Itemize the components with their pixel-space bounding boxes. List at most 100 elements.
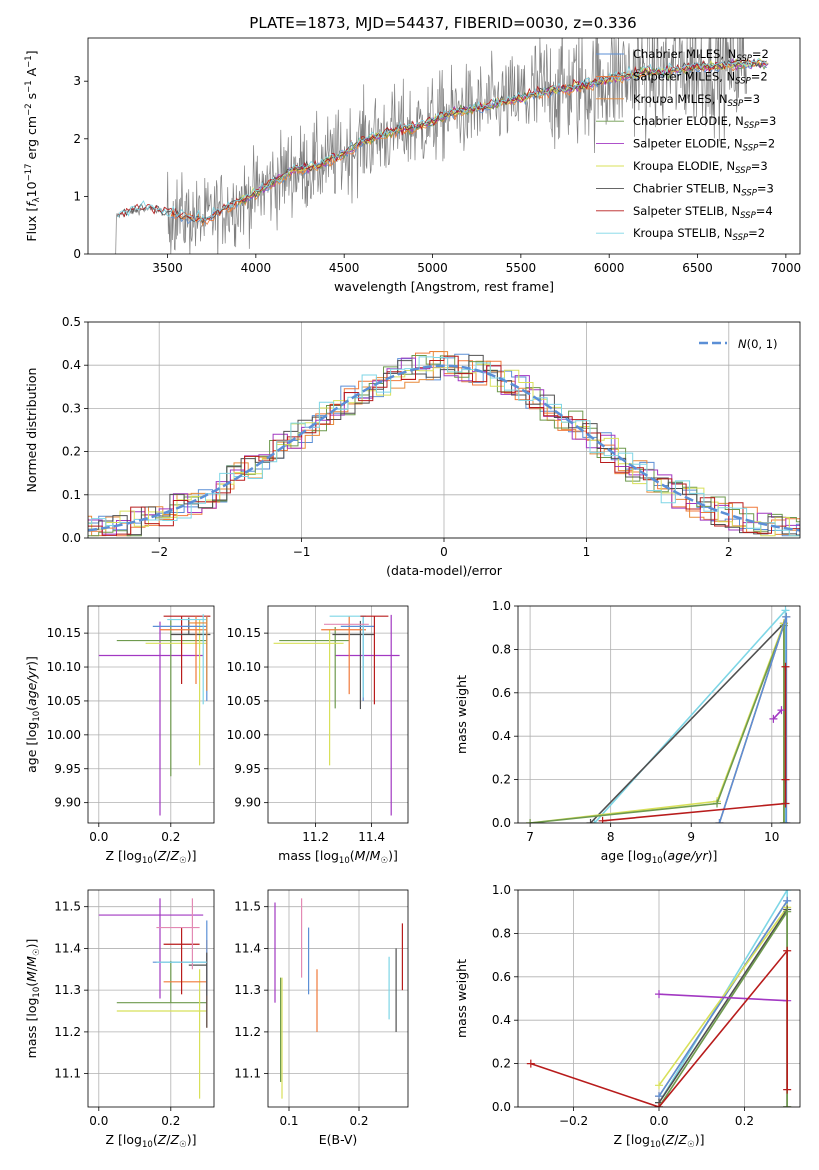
axes-frame [87,605,215,824]
y-tick-label: 0.6 [492,970,511,984]
weight-series-line [530,948,788,1107]
weight-series-line [589,621,785,823]
y-tick-label: 0.2 [492,773,511,787]
axes-frame [87,889,215,1108]
y-tick-label: 11.1 [234,1067,261,1081]
weight-marker [781,606,790,615]
weight-marker [526,1059,535,1068]
y-tick-label: 1.0 [492,599,511,613]
y-tick-label: 1.0 [492,883,511,897]
x-tick-label: 0.2 [349,1114,368,1128]
axes-frame [87,321,801,539]
y-tick-label: 0.0 [62,531,81,545]
x-axis-label: Z [log10(Z/Z☉)] [106,848,197,866]
figure-title: PLATE=1873, MJD=54437, FIBERID=0030, z=0… [249,14,636,32]
weight-marker [655,1081,663,1090]
x-axis-label: age [log10(age/yr)] [601,848,718,866]
weight-marker [777,706,786,715]
y-tick-label: 10.15 [47,626,81,640]
y-tick-label: 0.1 [62,488,81,502]
x-tick-label: −0.2 [559,1114,588,1128]
weight-marker [783,890,792,894]
weight-marker [783,946,792,955]
y-tick-label: 11.5 [234,900,261,914]
x-tick-label: 4000 [241,261,272,275]
x-tick-label: 0 [440,545,448,559]
y-tick-label: 11.4 [234,941,261,955]
y-tick-label: 9.90 [54,796,81,810]
x-tick-label: 0.0 [89,1114,108,1128]
axes-frame [267,889,409,1108]
weight-marker [598,816,607,823]
panel-weight-vs-age: 7 8 9 10 0.0 0.2 0.4 0.6 0.8 1.0 age [log10(age/yr… [454,599,801,866]
x-tick-label: 0.0 [89,830,108,844]
panel-age-vs-mass: 11.2 11.4 9.90 9.95 10.00 10.05 10.10 10.15 mass… [227,605,409,866]
legend-entry: Salpeter ELODIE, NSSP=2 [633,137,775,154]
plot-area [273,614,400,816]
y-tick-label: 11.3 [54,983,81,997]
x-tick-label: −1 [293,545,311,559]
y-tick-label: 0 [73,247,81,261]
legend-entry: Salpeter STELIB, NSSP=4 [633,204,773,221]
y-tick-label: 0.4 [492,1013,511,1027]
weight-marker [781,775,790,784]
plot-area [274,898,403,1099]
x-tick-label: 7000 [771,261,802,275]
y-tick-label: 0.4 [492,729,511,743]
plot-area [114,38,769,254]
plot-area [88,351,800,537]
weight-marker [586,819,595,823]
y-tick-label: 9.90 [234,796,261,810]
y-axis-label: Flux [fλ10−17 erg cm−2 s−1 A−1] [24,50,42,241]
y-tick-label: 1 [73,189,81,203]
y-axis-label: Normed distribution [24,368,39,493]
x-tick-label: 11.2 [302,830,329,844]
y-axis-label: age [log10(age/yr)] [24,656,42,773]
weight-marker [781,819,790,823]
weight-marker [526,819,535,823]
residual-histogram [88,354,800,536]
y-tick-label: 10.00 [227,728,261,742]
legend-entry: Kroupa ELODIE, NSSP=3 [633,159,768,176]
weight-marker [779,819,788,823]
y-tick-label: 2 [73,132,81,146]
weight-marker [713,799,722,808]
weight-series-line [772,709,783,720]
x-axis-label: Z [log10(Z/Z☉)] [106,1132,197,1150]
x-axis-label: mass [log10(M/M☉)] [278,848,398,866]
y-tick-label: 10.10 [227,660,261,674]
y-tick-label: 10.05 [227,694,261,708]
legend-entry: Chabrier MILES, NSSP=2 [633,47,769,64]
legend-entry: Salpeter MILES, NSSP=2 [633,69,768,86]
axes-frame [517,889,801,1108]
x-tick-label: 0.0 [649,1114,668,1128]
y-tick-label: 0.3 [62,401,81,415]
weight-series-line [593,608,787,823]
y-tick-label: 11.1 [54,1067,81,1081]
weight-marker [655,1103,663,1107]
weight-marker [783,1103,792,1107]
model-spectrum-line [117,57,768,223]
axes-frame [87,37,801,255]
x-axis-label: (data-model)/error [386,563,503,578]
y-tick-label: 11.4 [54,941,81,955]
legend-entry: Chabrier ELODIE, NSSP=3 [633,114,776,131]
x-tick-label: −2 [150,545,168,559]
panel-mass-vs-Z: 0.0 0.2 11.1 11.2 11.3 11.4 11.5 Z [log10(Z/Z☉)… [24,889,215,1150]
x-tick-label: 2 [725,545,733,559]
y-tick-label: 0.8 [492,926,511,940]
y-tick-label: 10.00 [47,728,81,742]
x-tick-label: 4500 [329,261,360,275]
normal-curve [88,364,800,532]
panel-spectrum: 3500 4000 4500 5000 5500 6000 6500 7000 0 1 2 3 Chab… [24,37,802,294]
x-tick-label: 10 [764,830,779,844]
residual-histogram [88,355,800,536]
panel-age-vs-Z: 0.0 0.2 9.90 9.95 10.00 10.05 10.10 10.15 Z [log… [24,605,215,866]
plot-area [526,890,792,1107]
x-tick-label: 0.2 [735,1114,754,1128]
plot-area [526,606,791,823]
legend-entry: Chabrier STELIB, NSSP=3 [633,181,774,198]
y-tick-label: 11.5 [54,900,81,914]
x-tick-label: 0.2 [161,1114,180,1128]
y-tick-label: 0.0 [492,816,511,830]
